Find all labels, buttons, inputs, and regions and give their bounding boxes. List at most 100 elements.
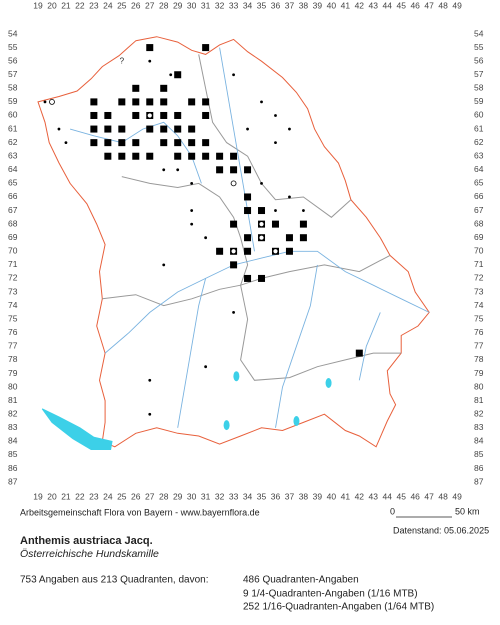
row-label: 70 <box>474 246 484 256</box>
occurrence <box>230 166 238 174</box>
row-label: 57 <box>474 69 484 79</box>
occurrence <box>160 125 168 133</box>
row-label: 80 <box>474 381 484 391</box>
occurrence-small <box>274 209 277 212</box>
row-label: 85 <box>474 449 484 459</box>
row-label: 78 <box>8 354 18 364</box>
occurrence-small <box>204 365 208 369</box>
river <box>177 278 207 428</box>
occurrence-small <box>148 412 152 416</box>
occurrence <box>160 84 168 92</box>
column-label: 40 <box>327 491 337 501</box>
column-label: 28 <box>159 491 169 501</box>
occurrence <box>258 207 266 215</box>
occurrence <box>132 84 140 92</box>
column-label: 24 <box>103 0 113 10</box>
column-label: 22 <box>75 491 85 501</box>
occurrence <box>299 234 307 242</box>
region-border <box>240 285 402 381</box>
column-label: 22 <box>75 0 85 10</box>
occurrence <box>216 247 224 255</box>
row-label: 86 <box>474 463 484 473</box>
column-label: 29 <box>173 0 183 10</box>
column-label: 34 <box>243 0 253 10</box>
occurrence <box>258 274 266 282</box>
occurrence <box>146 125 154 133</box>
occurrence <box>160 111 168 119</box>
column-label: 36 <box>271 0 281 10</box>
row-label: 69 <box>474 232 484 242</box>
row-label: 76 <box>8 327 18 337</box>
occurrence-open <box>230 248 237 255</box>
occurrence <box>202 44 210 52</box>
column-label: 41 <box>341 491 351 501</box>
occurrence <box>160 98 168 106</box>
column-label: 35 <box>257 491 267 501</box>
occurrence-open <box>272 248 279 255</box>
row-label: 86 <box>8 463 18 473</box>
column-label: 23 <box>89 0 99 10</box>
row-label: 76 <box>474 327 484 337</box>
lake <box>325 378 332 389</box>
column-label: 43 <box>369 491 379 501</box>
occurrence <box>104 139 112 147</box>
column-label: 45 <box>396 0 406 10</box>
occurrence <box>90 125 98 133</box>
column-label: 26 <box>131 0 141 10</box>
column-label: 25 <box>117 0 127 10</box>
column-label: 41 <box>341 0 351 10</box>
column-label: 38 <box>299 0 309 10</box>
row-label: 75 <box>474 313 484 323</box>
column-label: 27 <box>145 0 155 10</box>
occurrence <box>132 152 140 160</box>
count: 486 Quadranten-Angaben <box>243 575 359 586</box>
column-label: 33 <box>229 0 239 10</box>
row-label: 81 <box>8 395 18 405</box>
date: Datenstand: 05.06.2025 <box>393 525 489 535</box>
column-label: 46 <box>410 0 420 10</box>
row-label: 82 <box>8 408 18 418</box>
occurrence <box>355 349 363 357</box>
column-label: 37 <box>285 0 295 10</box>
column-label: 32 <box>215 491 225 501</box>
row-label: 81 <box>474 395 484 405</box>
occurrence <box>230 220 238 228</box>
occurrence <box>202 111 210 119</box>
occurrences: ? <box>43 44 363 416</box>
column-label: 48 <box>438 491 448 501</box>
column-label: 26 <box>131 491 141 501</box>
row-label: 60 <box>474 110 484 120</box>
column-label: 20 <box>47 491 57 501</box>
occurrence <box>132 111 140 119</box>
row-label: 62 <box>474 137 484 147</box>
row-label: 67 <box>474 205 484 215</box>
occurrence <box>160 139 168 147</box>
occurrence-small <box>260 181 263 185</box>
credit: Arbeitsgemeinschaft Flora von Bayern - w… <box>20 507 260 517</box>
occurrence-small <box>162 168 166 172</box>
row-label: 58 <box>474 83 484 93</box>
occurrence <box>285 247 293 255</box>
column-label: 34 <box>243 491 253 501</box>
row-label: 56 <box>8 55 18 65</box>
row-label: 85 <box>8 449 18 459</box>
occurrence <box>188 98 196 106</box>
river <box>275 264 318 428</box>
occurrence <box>118 152 126 160</box>
occurrence-small <box>169 73 173 77</box>
row-label: 66 <box>474 191 484 201</box>
occurrence-small <box>148 378 152 382</box>
column-label: 36 <box>271 491 281 501</box>
column-label: 39 <box>313 0 323 10</box>
row-label: 77 <box>474 341 484 351</box>
state-border <box>37 36 430 448</box>
column-label: 45 <box>396 491 406 501</box>
row-label: 87 <box>474 476 484 486</box>
title: Anthemis austriaca Jacq. <box>20 535 153 547</box>
occurrence-small <box>176 168 180 172</box>
lake <box>233 371 240 382</box>
occurrence-open <box>230 180 237 187</box>
occurrence-small <box>43 100 47 104</box>
